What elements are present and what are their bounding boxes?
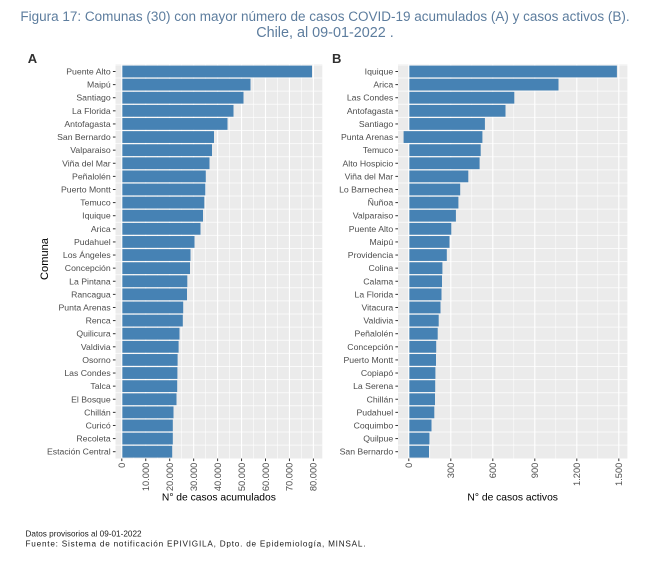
svg-text:Peñalolén: Peñalolén <box>72 171 111 181</box>
svg-text:Temuco: Temuco <box>80 198 111 208</box>
svg-text:La Florida: La Florida <box>355 289 394 299</box>
svg-text:Copiapó: Copiapó <box>361 368 394 378</box>
svg-text:Datos provisorios al 09-01-202: Datos provisorios al 09-01-2022 <box>26 530 142 539</box>
svg-text:Vitacura: Vitacura <box>361 302 393 312</box>
svg-text:Fuente: Sistema de notificació: Fuente: Sistema de notificación EPIVIGIL… <box>26 540 367 549</box>
svg-text:Quilpue: Quilpue <box>363 434 393 444</box>
svg-text:Puente Alto: Puente Alto <box>66 67 111 77</box>
svg-text:Osorno: Osorno <box>82 355 111 365</box>
svg-text:Concepción: Concepción <box>65 263 111 273</box>
svg-text:600: 600 <box>488 463 498 479</box>
svg-text:Peñalolén: Peñalolén <box>355 329 394 339</box>
svg-text:Figura 17: Comunas (30) con ma: Figura 17: Comunas (30) con mayor número… <box>20 9 629 24</box>
svg-text:Antofagasta: Antofagasta <box>347 106 394 116</box>
svg-text:Alto Hospicio: Alto Hospicio <box>342 158 393 168</box>
svg-text:Talca: Talca <box>90 381 110 391</box>
svg-text:Arica: Arica <box>91 224 111 234</box>
svg-text:N° de casos acumulados: N° de casos acumulados <box>162 493 276 504</box>
svg-text:San Bernardo: San Bernardo <box>340 447 394 457</box>
svg-text:Lo Barnechea: Lo Barnechea <box>339 184 393 194</box>
svg-text:Coquimbo: Coquimbo <box>354 420 394 430</box>
svg-text:La Florida: La Florida <box>72 106 111 116</box>
svg-text:Concepción: Concepción <box>347 342 393 352</box>
svg-text:Las Condes: Las Condes <box>347 93 394 103</box>
svg-text:Punta Arenas: Punta Arenas <box>59 302 112 312</box>
svg-text:30.000: 30.000 <box>189 463 199 491</box>
svg-text:Puerto Montt: Puerto Montt <box>61 184 111 194</box>
svg-text:1.200: 1.200 <box>572 463 582 486</box>
svg-text:40.000: 40.000 <box>213 463 223 491</box>
svg-text:60.000: 60.000 <box>261 463 271 491</box>
svg-text:Maipú: Maipú <box>370 237 394 247</box>
svg-text:Ñuñoa: Ñuñoa <box>368 198 394 208</box>
svg-text:Los Ángeles: Los Ángeles <box>63 250 111 260</box>
svg-text:300: 300 <box>446 463 456 479</box>
svg-text:A: A <box>28 51 38 66</box>
svg-text:Calama: Calama <box>363 276 393 286</box>
svg-text:La Serena: La Serena <box>353 381 393 391</box>
svg-text:Providencia: Providencia <box>348 250 394 260</box>
svg-text:Chillán: Chillán <box>367 394 394 404</box>
svg-text:Chile, al 09-01-2022 .: Chile, al 09-01-2022 . <box>256 25 394 41</box>
svg-text:Rancagua: Rancagua <box>71 289 111 299</box>
svg-text:Comuna: Comuna <box>39 237 51 280</box>
svg-text:Santiago: Santiago <box>359 119 393 129</box>
svg-text:80.000: 80.000 <box>309 463 319 491</box>
svg-text:Quilicura: Quilicura <box>76 329 110 339</box>
svg-text:Santiago: Santiago <box>76 93 110 103</box>
svg-text:Chillán: Chillán <box>84 407 111 417</box>
svg-text:0: 0 <box>404 463 414 468</box>
svg-text:10.000: 10.000 <box>141 463 151 491</box>
svg-text:Valdivia: Valdivia <box>81 342 111 352</box>
svg-text:Arica: Arica <box>373 80 393 90</box>
svg-text:Puerto Montt: Puerto Montt <box>343 355 393 365</box>
svg-text:Puente Alto: Puente Alto <box>349 224 394 234</box>
svg-text:70.000: 70.000 <box>285 463 295 491</box>
svg-text:Las Condes: Las Condes <box>64 368 111 378</box>
svg-text:50.000: 50.000 <box>237 463 247 491</box>
svg-text:Renca: Renca <box>86 316 111 326</box>
svg-text:900: 900 <box>530 463 540 479</box>
svg-text:La Pintana: La Pintana <box>69 276 111 286</box>
svg-text:Valdivia: Valdivia <box>363 316 393 326</box>
svg-text:0: 0 <box>117 463 127 468</box>
svg-text:Antofagasta: Antofagasta <box>64 119 111 129</box>
svg-text:Punta Arenas: Punta Arenas <box>341 132 394 142</box>
svg-text:San Bernardo: San Bernardo <box>57 132 111 142</box>
svg-text:Pudahuel: Pudahuel <box>356 407 393 417</box>
svg-text:N° de casos activos: N° de casos activos <box>467 493 558 504</box>
svg-text:Viña del Mar: Viña del Mar <box>345 171 394 181</box>
svg-text:20.000: 20.000 <box>165 463 175 491</box>
svg-text:Iquique: Iquique <box>365 67 394 77</box>
svg-text:1.500: 1.500 <box>614 463 624 486</box>
svg-text:Temuco: Temuco <box>363 145 394 155</box>
svg-text:Maipú: Maipú <box>87 80 111 90</box>
svg-text:Valparaiso: Valparaiso <box>70 145 111 155</box>
svg-text:Viña del Mar: Viña del Mar <box>62 158 111 168</box>
svg-text:Iquique: Iquique <box>82 211 111 221</box>
svg-text:Curicó: Curicó <box>86 420 111 430</box>
svg-text:B: B <box>332 51 341 66</box>
svg-text:Estación Central: Estación Central <box>47 447 111 457</box>
svg-text:Recoleta: Recoleta <box>76 434 110 444</box>
svg-text:Colina: Colina <box>369 263 394 273</box>
svg-text:Valparaiso: Valparaiso <box>353 211 394 221</box>
svg-text:El Bosque: El Bosque <box>71 394 111 404</box>
svg-text:Pudahuel: Pudahuel <box>74 237 111 247</box>
